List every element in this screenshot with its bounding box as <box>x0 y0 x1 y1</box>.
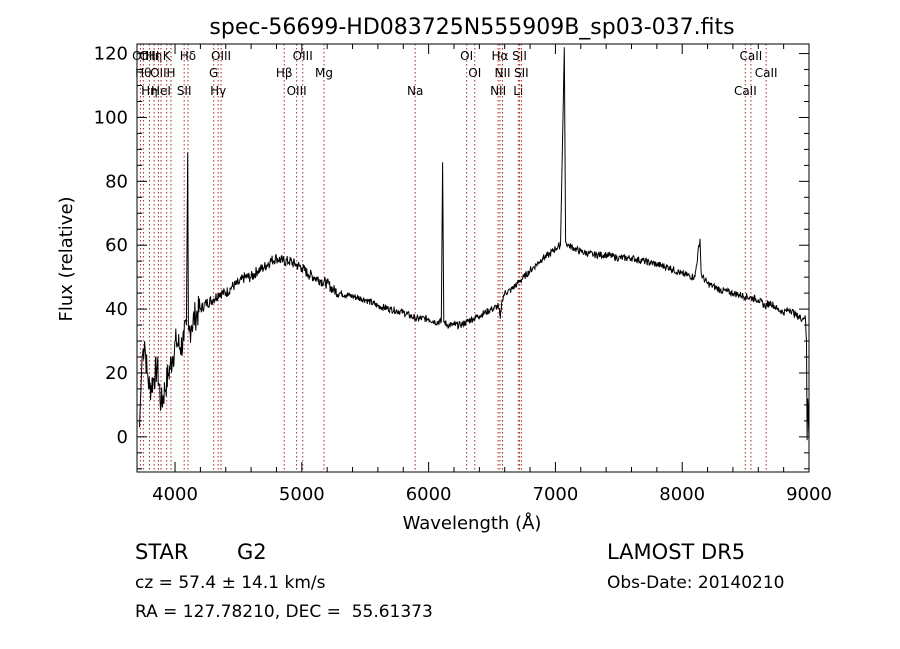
marker-label: H <box>166 66 175 80</box>
marker-label: CaII <box>740 49 763 63</box>
plot-frame <box>136 43 810 473</box>
marker-label: NII <box>490 84 506 98</box>
axes: 4000 5000 6000 7000 8000 9000 0 20 40 60 80 100 120 <box>94 43 832 505</box>
marker-label: OIII <box>211 49 231 63</box>
marker-label: CaII <box>755 66 778 80</box>
marker-label: CaII <box>734 84 757 98</box>
obs-date: Obs-Date: 20140210 <box>607 573 785 593</box>
x-tick-label: 8000 <box>659 484 705 505</box>
spectrum-line <box>139 47 810 441</box>
redshift-cz: cz = 57.4 ± 14.1 km/s <box>135 573 326 593</box>
marker-label: Na <box>407 84 423 98</box>
y-tick-label: 20 <box>105 363 128 384</box>
y-tick-label: 0 <box>117 427 128 448</box>
marker-label: Hγ <box>210 84 226 98</box>
marker-label: Mg <box>315 66 333 80</box>
spectral-subclass: G2 <box>237 540 267 564</box>
x-tick-label: 7000 <box>533 484 579 505</box>
y-tick-label: 60 <box>105 235 128 256</box>
y-tick-label: 80 <box>105 171 128 192</box>
spectrum-series <box>139 47 810 441</box>
marker-label: SII <box>514 66 529 80</box>
marker-label: OIII <box>287 84 307 98</box>
x-tick-label: 5000 <box>279 484 325 505</box>
marker-label: SII <box>512 49 527 63</box>
marker-label: Hη <box>146 49 163 63</box>
survey-name: LAMOST DR5 <box>607 540 746 564</box>
marker-label: G <box>209 66 218 80</box>
x-tick-label: 4000 <box>152 484 198 505</box>
x-axis-label: Wavelength (Å) <box>403 512 542 534</box>
marker-label: Hα <box>492 49 509 63</box>
marker-label: OII <box>132 49 149 63</box>
marker-label: K <box>163 49 172 63</box>
y-axis-label: Flux (relative) <box>56 196 77 321</box>
marker-label: NII <box>495 66 511 80</box>
marker-label: SII <box>177 84 192 98</box>
x-tick-label: 9000 <box>786 484 832 505</box>
marker-label: OI <box>468 66 481 80</box>
marker-label: Li <box>513 84 523 98</box>
x-tick-label: 6000 <box>406 484 452 505</box>
object-type: STAR <box>135 540 189 564</box>
marker-label: Hβ <box>276 66 293 80</box>
marker-label: OIII <box>293 49 313 63</box>
marker-label: Hδ <box>180 49 196 63</box>
marker-label: OI <box>460 49 473 63</box>
coordinates: RA = 127.78210, DEC = 55.61373 <box>135 602 433 622</box>
marker-label: HeI <box>151 84 171 98</box>
line-markers: OIIHθHηOIIIHηOIIHeIKHSIIHδGHγOIIIHβOIIIO… <box>132 44 778 472</box>
y-tick-label: 100 <box>94 107 128 128</box>
marker-label: OII <box>150 66 167 80</box>
marker-label: Hη <box>141 84 158 98</box>
y-tick-label: 40 <box>105 299 128 320</box>
chart-title: spec-56699-HD083725N555909B_sp03-037.fit… <box>209 15 734 40</box>
y-tick-label: 120 <box>94 44 128 65</box>
